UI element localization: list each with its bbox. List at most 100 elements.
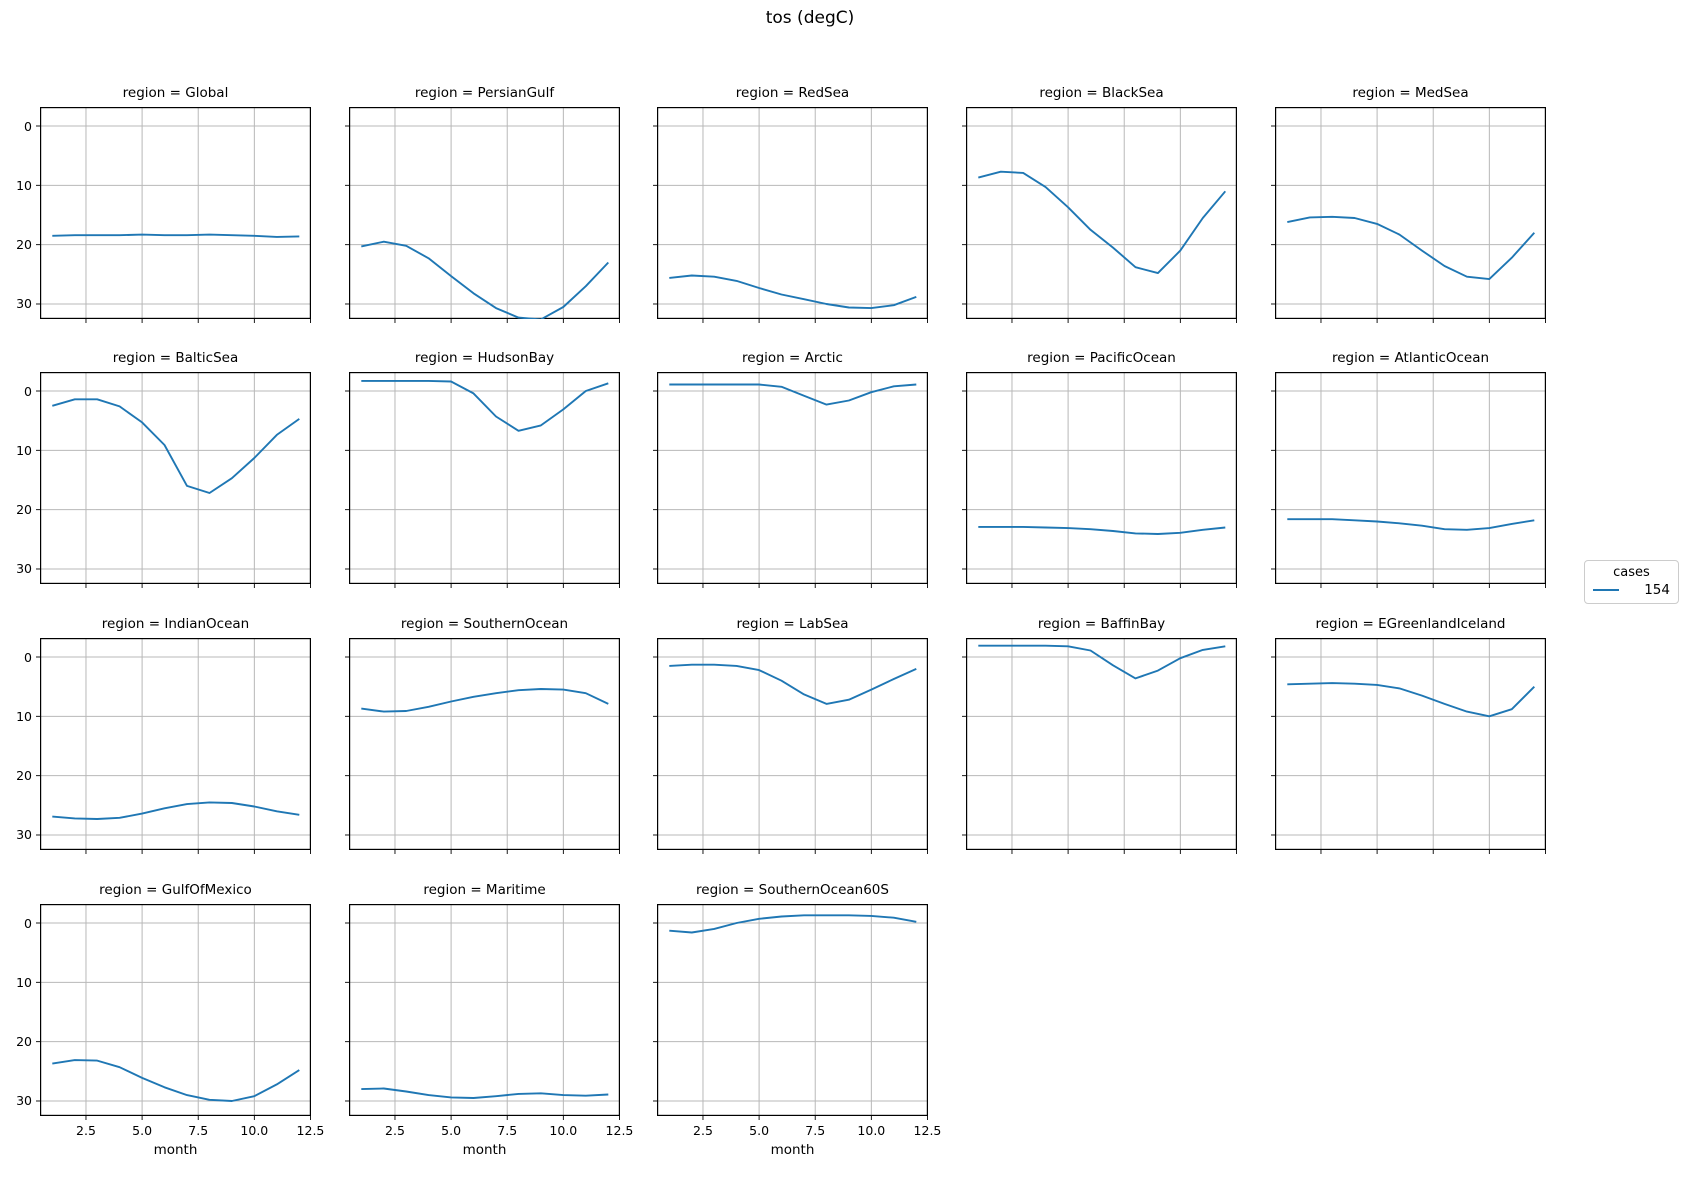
facet-title: region = BalticSea	[112, 350, 239, 366]
y-tick-label: 0	[24, 649, 32, 665]
plot-area	[36, 372, 311, 588]
facet-title: region = AtlanticOcean	[1331, 350, 1490, 366]
y-tick-label: 20	[16, 237, 32, 253]
facet-title: region = Global	[122, 85, 229, 101]
facet-title: region = EGreenlandIceland	[1315, 616, 1506, 632]
series-line-RedSea	[669, 274, 917, 310]
series-line-GulfOfMexico	[52, 1059, 300, 1102]
axes-frame	[349, 107, 620, 320]
axes-frame	[1275, 638, 1546, 851]
y-tick-label: 10	[16, 708, 32, 724]
x-tick-label: 7.5	[805, 1123, 826, 1138]
y-tick-label: 10	[16, 442, 32, 458]
figure-title: tos (degC)	[765, 8, 855, 28]
axes-frame	[657, 904, 928, 1117]
axes-frame	[966, 638, 1237, 851]
facet-BaffinBay: region = BaffinBay	[962, 616, 1237, 854]
plot-area	[653, 638, 928, 854]
plot-area	[962, 372, 1237, 588]
axes-frame	[40, 107, 311, 320]
x-tick-label: 5.0	[749, 1123, 770, 1138]
facet-PacificOcean: region = PacificOcean	[962, 350, 1237, 588]
facet-title: region = SouthernOcean	[400, 616, 569, 632]
y-tick-label: 0	[24, 118, 32, 134]
x-tick-label: 10.0	[549, 1123, 578, 1138]
plot-area	[36, 107, 311, 323]
facet-Arctic: region = Arctic	[653, 350, 928, 588]
y-tick-label: 10	[16, 177, 32, 193]
plot-area	[962, 107, 1237, 323]
x-axis-label: month	[462, 1142, 507, 1158]
legend-title: cases	[1613, 565, 1650, 580]
facet-title: region = BaffinBay	[1037, 616, 1166, 632]
series-line-EGreenlandIceland	[1287, 682, 1535, 718]
series-line-AtlanticOcean	[1287, 518, 1535, 531]
x-tick-label: 7.5	[188, 1123, 209, 1138]
y-tick-label: 20	[16, 1034, 32, 1050]
y-tick-label: 30	[16, 1093, 32, 1109]
facet-PersianGulf: region = PersianGulf	[345, 85, 620, 323]
x-tick-label: 10.0	[240, 1123, 269, 1138]
facet-title: region = MedSea	[1352, 85, 1469, 101]
axes-frame	[966, 107, 1237, 320]
series-line-SouthernOcean	[361, 688, 609, 713]
plot-area	[1271, 107, 1546, 323]
x-tick-label: 5.0	[441, 1123, 462, 1138]
axes-frame	[40, 638, 311, 851]
series-line-LabSea	[669, 663, 917, 705]
series-line-BaffinBay	[978, 644, 1226, 680]
facet-Maritime: region = Maritime 2.5 5.0 7.5 10.0 12.5 month	[345, 882, 633, 1158]
facet-HudsonBay: region = HudsonBay	[345, 350, 620, 588]
facet-title: region = HudsonBay	[414, 350, 555, 366]
facet-LabSea: region = LabSea	[653, 616, 928, 854]
axes-frame	[349, 372, 620, 585]
facet-Global: region = Global 0 10 20 30	[16, 85, 311, 323]
plot-area	[653, 107, 928, 323]
facet-title: region = GulfOfMexico	[99, 882, 252, 898]
x-tick-label: 5.0	[132, 1123, 153, 1138]
plot-area	[345, 372, 620, 588]
x-axis-label: month	[153, 1142, 198, 1158]
x-axis-label: month	[770, 1142, 815, 1158]
series-line-IndianOcean	[52, 801, 300, 820]
series-line-BalticSea	[52, 398, 300, 494]
y-tick-label: 20	[16, 768, 32, 784]
x-tick-label: 7.5	[497, 1123, 518, 1138]
x-tick-label: 2.5	[76, 1123, 96, 1138]
axes-frame	[657, 638, 928, 851]
series-line-Arctic	[669, 383, 917, 406]
axes-frame	[40, 904, 311, 1117]
x-tick-label: 2.5	[385, 1123, 405, 1138]
legend-entry: 154	[1593, 582, 1670, 598]
axes-frame	[40, 372, 311, 585]
series-line-SouthernOcean60S	[669, 914, 917, 934]
axes-frame	[349, 638, 620, 851]
facet-RedSea: region = RedSea	[653, 85, 928, 323]
plot-area	[962, 638, 1237, 854]
plot-area	[36, 638, 311, 854]
axes-frame	[657, 372, 928, 585]
facet-BlackSea: region = BlackSea	[962, 85, 1237, 323]
legend-line-swatch-icon	[1593, 589, 1619, 591]
x-tick-label: 12.5	[913, 1123, 942, 1138]
facet-title: region = SouthernOcean60S	[696, 882, 889, 898]
axes-frame	[1275, 107, 1546, 320]
axes-frame	[349, 904, 620, 1117]
facet-title: region = Maritime	[423, 882, 546, 898]
y-tick-label: 20	[16, 502, 32, 518]
series-line-PacificOcean	[978, 525, 1226, 535]
plot-area	[345, 638, 620, 854]
x-tick-label: 12.5	[296, 1123, 325, 1138]
plot-area	[653, 904, 928, 1120]
plot-area	[345, 904, 620, 1120]
legend: cases 154	[1584, 560, 1679, 604]
plot-area	[345, 107, 620, 323]
plot-area	[1271, 372, 1546, 588]
facet-SouthernOcean: region = SouthernOcean	[345, 616, 620, 854]
facet-title: region = BlackSea	[1039, 85, 1164, 101]
series-line-BlackSea	[978, 170, 1227, 275]
series-line-HudsonBay	[361, 379, 609, 432]
x-tick-label: 10.0	[857, 1123, 886, 1138]
facet-IndianOcean: region = IndianOcean 0 10 20 30	[16, 616, 311, 854]
